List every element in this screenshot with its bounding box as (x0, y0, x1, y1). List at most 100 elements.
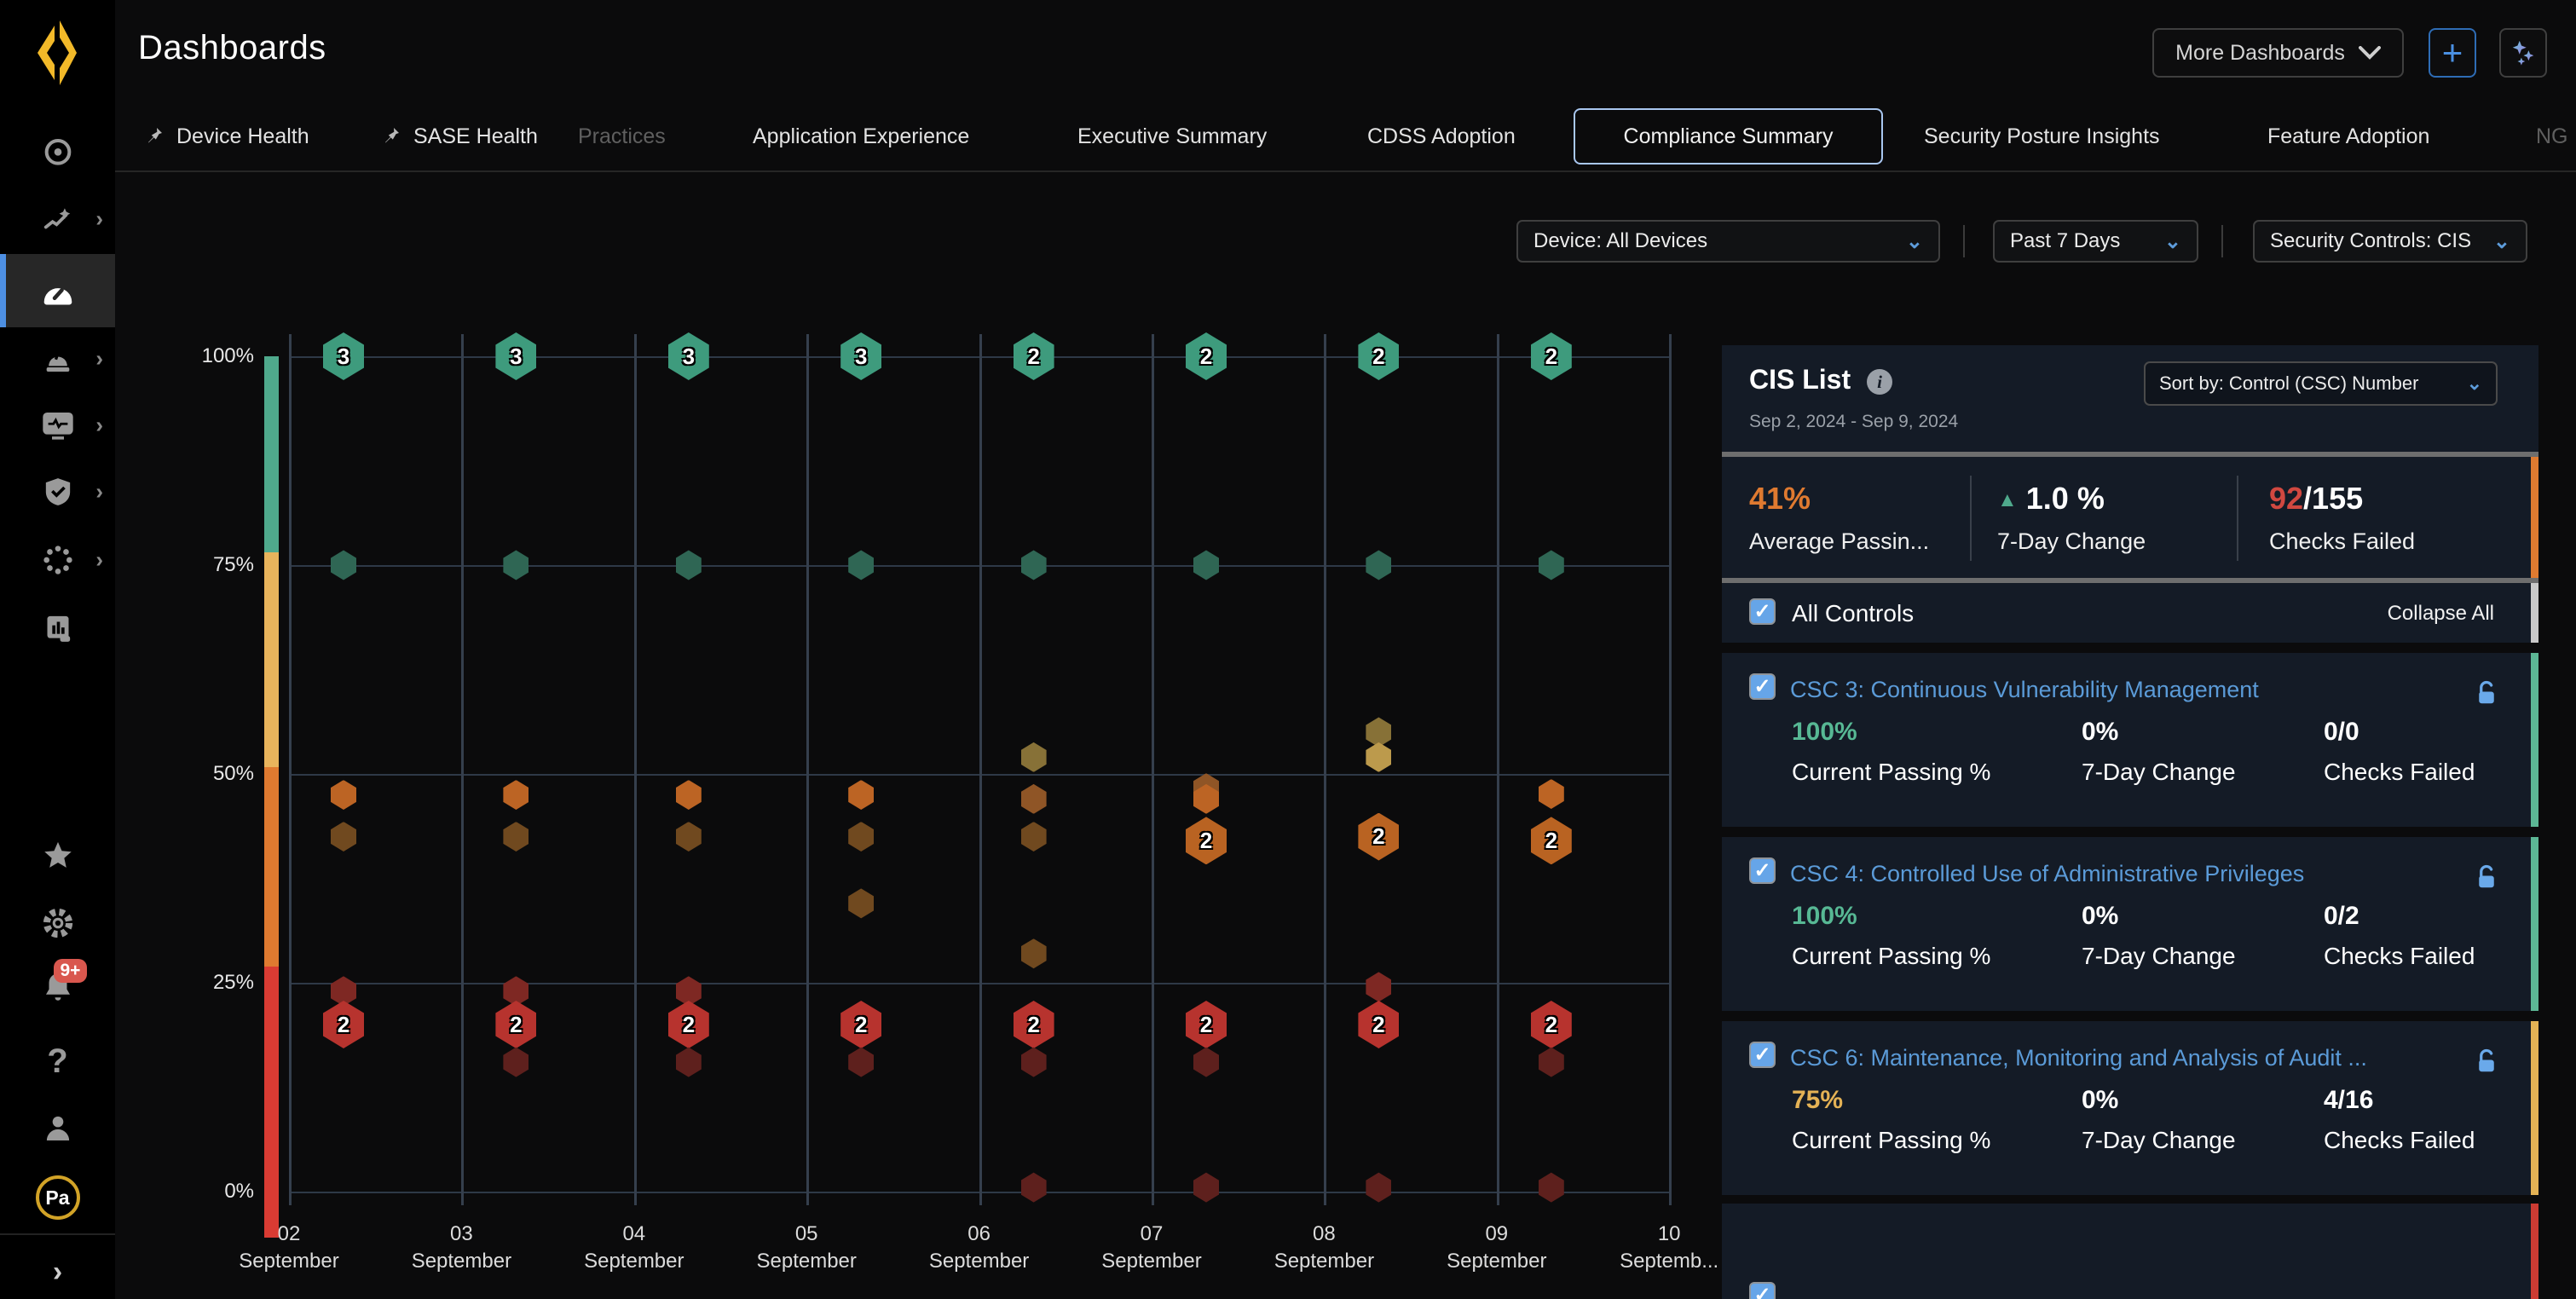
tab-practices[interactable]: Practices (578, 108, 666, 165)
chart-hexagon-point[interactable] (1193, 1048, 1219, 1077)
chart-hexagon-point[interactable] (676, 1048, 702, 1077)
chart-hexagon-point[interactable] (331, 551, 356, 580)
tab-feature-adoption[interactable]: Feature Adoption (2267, 108, 2429, 165)
sort-dropdown[interactable]: Sort by: Control (CSC) Number⌄ (2144, 361, 2498, 406)
chart-hexagon-point[interactable] (848, 822, 874, 852)
chart-hexagon-point[interactable] (848, 780, 874, 810)
chart-hexagon-point[interactable]: 3 (323, 332, 364, 380)
sidebar-item-monitor[interactable]: › (0, 394, 115, 457)
chart-hexagon-point[interactable] (1366, 972, 1391, 1002)
chart-hexagon-point[interactable]: 2 (668, 1001, 709, 1048)
chart-hexagon-point[interactable] (1539, 1048, 1564, 1077)
chart-hexagon-point[interactable]: 2 (1014, 1001, 1054, 1048)
sidebar-item-security-posture[interactable]: › (0, 460, 115, 523)
tab-ng[interactable]: NG (2536, 108, 2568, 165)
chart-hexagon-point[interactable] (1366, 1173, 1391, 1203)
time-filter-dropdown[interactable]: Past 7 Days⌄ (1993, 220, 2198, 263)
chart-hexagon-point[interactable] (503, 780, 528, 810)
chart-hexagon-point[interactable]: 2 (1186, 1001, 1227, 1048)
sidebar-item-favorites[interactable] (0, 824, 115, 887)
chart-hexagon-point[interactable] (848, 551, 874, 580)
chart-hexagon-point[interactable] (503, 551, 528, 580)
csc-failed-label: Checks Failed (2324, 1127, 2475, 1154)
sidebar-item-reports[interactable] (0, 597, 115, 660)
chart-hexagon-point[interactable]: 2 (1358, 813, 1399, 861)
sidebar-item-radar[interactable] (0, 122, 115, 185)
sidebar-item-notifications[interactable]: 9+ (0, 955, 115, 1019)
csc-title-link[interactable]: CSC 3: Continuous Vulnerability Manageme… (1790, 677, 2259, 703)
chart-hexagon-point[interactable] (1539, 1173, 1564, 1203)
chart-hexagon-point[interactable]: 3 (668, 332, 709, 380)
chart-hexagon-point[interactable] (1021, 551, 1047, 580)
app-logo-icon[interactable] (24, 15, 90, 95)
chart-hexagon-point[interactable] (503, 1048, 528, 1077)
chart-hexagon-point[interactable] (1021, 1173, 1047, 1203)
chart-hexagon-point[interactable] (848, 1048, 874, 1077)
chart-hexagon-point[interactable]: 3 (495, 332, 536, 380)
chart-hexagon-point[interactable] (1539, 779, 1564, 809)
tab-device-health[interactable]: Device Health (146, 108, 309, 165)
tab-compliance-summary[interactable]: Compliance Summary (1574, 108, 1883, 165)
controls-filter-dropdown[interactable]: Security Controls: CIS⌄ (2253, 220, 2527, 263)
sidebar-item-workflows[interactable]: › (0, 528, 115, 592)
sidebar-expand-button[interactable]: › (0, 1240, 115, 1299)
chart-hexagon-point[interactable] (1021, 742, 1047, 772)
csc-checkbox[interactable]: ✓ (1749, 1042, 1776, 1068)
chart-hexagon-point[interactable] (1021, 822, 1047, 852)
chart-hexagon-point[interactable] (331, 780, 356, 810)
all-controls-checkbox[interactable]: ✓ (1749, 598, 1776, 625)
sidebar-item-user[interactable] (0, 1097, 115, 1160)
chart-hexagon-point[interactable] (1021, 784, 1047, 814)
chart-hexagon-point[interactable]: 2 (495, 1001, 536, 1048)
info-icon[interactable]: i (1867, 369, 1892, 395)
chart-hexagon-point[interactable] (331, 822, 356, 852)
sidebar-item-dashboards[interactable] (0, 254, 115, 327)
more-dashboards-button[interactable]: More Dashboards (2152, 28, 2404, 78)
chart-hexagon-point[interactable] (1193, 551, 1219, 580)
tab-executive-summary[interactable]: Executive Summary (1077, 108, 1267, 165)
unlock-icon[interactable] (2474, 678, 2499, 713)
tab-sase-health[interactable]: SASE Health (383, 108, 538, 165)
chart-hexagon-point[interactable] (1193, 1173, 1219, 1203)
chart-hexagon-point[interactable] (676, 822, 702, 852)
chart-hexagon-point[interactable] (1539, 551, 1564, 580)
chart-hexagon-point[interactable]: 2 (1358, 1001, 1399, 1048)
sidebar-item-incidents[interactable]: › (0, 327, 115, 390)
csc-checkbox[interactable]: ✓ (1749, 673, 1776, 700)
add-dashboard-button[interactable]: + (2429, 28, 2476, 78)
tab-cdss-adoption[interactable]: CDSS Adoption (1367, 108, 1516, 165)
chart-hexagon-point[interactable]: 2 (1531, 817, 1572, 864)
chart-hexagon-point[interactable]: 2 (323, 1001, 364, 1048)
device-filter-dropdown[interactable]: Device: All Devices⌄ (1516, 220, 1940, 263)
csc-partial-checkbox[interactable]: ✓ (1749, 1282, 1776, 1299)
chart-hexagon-point[interactable] (1366, 551, 1391, 580)
chart-hexagon-point[interactable] (503, 822, 528, 852)
csc-checkbox[interactable]: ✓ (1749, 857, 1776, 884)
ai-sparkle-button[interactable] (2499, 28, 2547, 78)
chart-hexagon-point[interactable]: 2 (1531, 332, 1572, 380)
chart-hexagon-point[interactable] (1366, 742, 1391, 772)
sidebar-item-help[interactable]: ? (0, 1030, 115, 1093)
chart-hexagon-point[interactable] (1021, 1048, 1047, 1077)
csc-title-link[interactable]: CSC 6: Maintenance, Monitoring and Analy… (1790, 1045, 2367, 1071)
chart-hexagon-point[interactable] (676, 780, 702, 810)
chart-hexagon-point[interactable]: 2 (1186, 817, 1227, 864)
csc-title-link[interactable]: CSC 4: Controlled Use of Administrative … (1790, 861, 2304, 887)
chart-hexagon-point[interactable] (676, 551, 702, 580)
chart-hexagon-point[interactable]: 2 (840, 1001, 881, 1048)
unlock-icon[interactable] (2474, 863, 2499, 898)
chart-hexagon-point[interactable]: 2 (1014, 332, 1054, 380)
sidebar-item-account[interactable]: Pa (0, 1166, 115, 1229)
chart-hexagon-point[interactable] (848, 888, 874, 918)
collapse-all-button[interactable]: Collapse All (2388, 602, 2494, 626)
tab-security-posture-insights[interactable]: Security Posture Insights (1924, 108, 2160, 165)
unlock-icon[interactable] (2474, 1047, 2499, 1082)
chart-hexagon-point[interactable]: 2 (1186, 332, 1227, 380)
sidebar-item-insights[interactable]: › (0, 188, 115, 251)
tab-application-experience[interactable]: Application Experience (753, 108, 969, 165)
chart-hexagon-point[interactable] (1021, 938, 1047, 968)
sidebar-item-settings[interactable] (0, 892, 115, 955)
chart-hexagon-point[interactable]: 3 (840, 332, 881, 380)
chart-hexagon-point[interactable]: 2 (1358, 332, 1399, 380)
chart-hexagon-point[interactable]: 2 (1531, 1001, 1572, 1048)
